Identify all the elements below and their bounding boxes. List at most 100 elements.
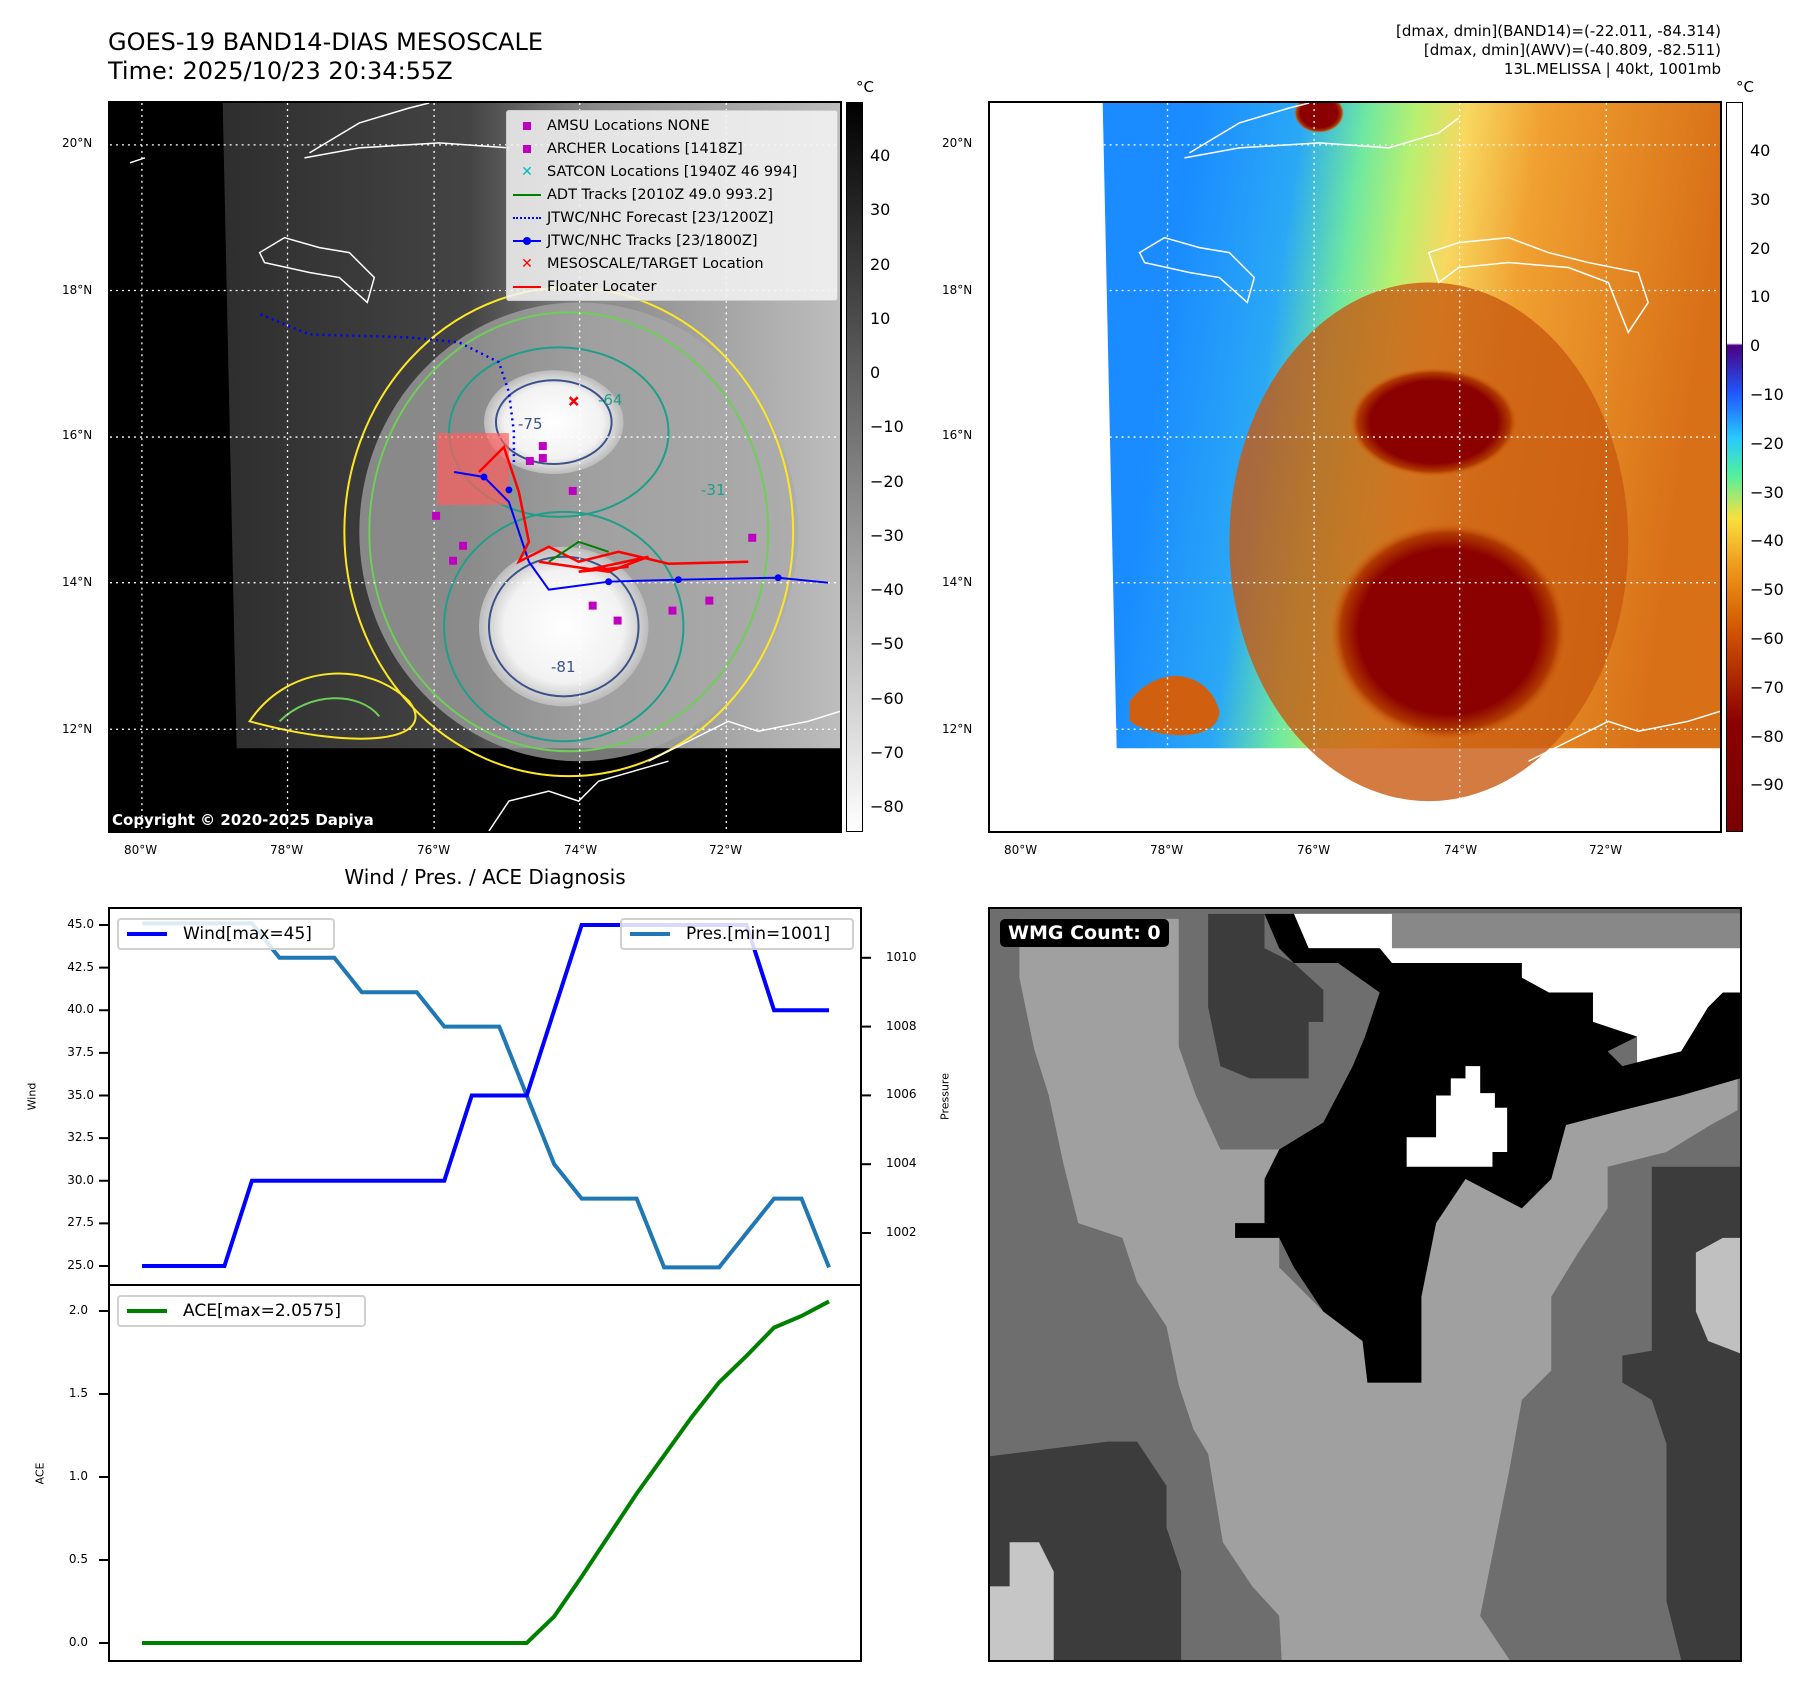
wind-tick-label: 32.5 [67,1130,94,1145]
band14-map: -64 -75 -81 -31 Copyright © 2020-2025 Da… [108,101,842,833]
contour-label: -75 [518,415,543,433]
lon-tick-label: 74°W [564,843,598,857]
legend-symbol-icon: ✕ [521,255,533,272]
legend-label: MESOSCALE/TARGET Location [547,255,764,272]
title-text: GOES-19 BAND14-DIAS MESOSCALE [108,28,544,56]
colorbar-tick-label: 20 [870,254,891,274]
contour-label: -31 [701,481,726,499]
info-storm: 13L.MELISSA | 40kt, 1001mb [1503,60,1721,78]
colorbar-tick-label: −40 [870,580,904,599]
legend-entry: JTWC/NHC Forecast [23/1200Z] [507,206,837,229]
lon-tick-label: 78°W [1150,843,1184,857]
legend-label: JTWC/NHC Tracks [23/1800Z] [547,232,758,249]
ace-legend-swatch [127,1309,167,1313]
colorbar-tick-label: 40 [1750,141,1771,160]
colorbar-tick-label: −70 [1750,677,1784,697]
colorbar-tick-label: 0 [870,363,881,382]
wind-legend: Wind[max=45] [117,918,335,950]
ace-tick-label: 0.5 [68,1552,88,1566]
lat-tick-label: 18°N [942,283,973,297]
lat-tick-label: 12°N [62,722,93,736]
legend-entry: Floater Locater [507,275,837,298]
pressure-tick-label: 1006 [886,1087,917,1102]
pressure-tick-label: 1002 [886,1225,917,1239]
wind-tick-label: 27.5 [67,1215,94,1230]
colorbar-tick-label: −30 [870,525,904,545]
legend-entry: AMSU Locations NONE [507,114,837,137]
lon-tick-label: 80°W [124,843,158,857]
wmg-count-label: WMG Count: 0 [1000,919,1169,947]
awv-colorbar-unit: °C [1736,78,1754,96]
colorbar-tick-label: 0 [1750,336,1761,356]
colorbar-tick-label: −50 [870,634,904,654]
legend-entry: ✕ MESOSCALE/TARGET Location [507,252,837,275]
diagnosis-title: Wind / Pres. / ACE Diagnosis [344,865,626,889]
ace-legend: ACE[max=2.0575] [117,1295,366,1327]
contour-label: -81 [551,658,576,676]
legend-symbol-icon [507,285,547,288]
time-text: Time: 2025/10/23 20:34:55Z [108,57,453,85]
info-band14: [dmax, dmin](BAND14)=(-22.011, -84.314) [1396,22,1721,40]
info-block: [dmax, dmin](BAND14)=(-22.011, -84.314) … [1396,22,1721,79]
awv-map [988,101,1722,833]
wind-tick-label: 30.0 [67,1172,94,1187]
lat-tick-label: 16°N [942,428,973,442]
colorbar-tick-label: 30 [870,200,891,220]
wmg-panel: WMG Count: 0 [988,907,1742,1662]
lat-tick-label: 14°N [62,575,93,589]
lat-tick-label: 14°N [942,575,973,589]
legend-label: AMSU Locations NONE [547,117,710,134]
jtwc-track [453,471,829,591]
wind-tick-label: 45.0 [67,917,94,931]
legend-symbol-icon [507,216,547,219]
wind-tick-label: 25.0 [67,1258,94,1272]
lon-tick-label: 72°W [1589,843,1623,857]
lat-tick-label: 20°N [942,136,973,150]
colorbar-tick-label: −40 [1750,531,1784,551]
legend-entry: ARCHER Locations [1418Z] [507,137,837,160]
lon-tick-label: 74°W [1444,843,1478,857]
copyright: Copyright © 2020-2025 Dapiya [112,811,374,829]
colorbar-tick-label: 20 [1750,238,1771,258]
legend-symbol-icon: ✕ [521,163,533,180]
ace-tick-label: 1.5 [68,1386,88,1400]
legend-symbol-icon [507,121,547,130]
legend-entry: ADT Tracks [2010Z 49.0 993.2] [507,183,837,206]
wind-tick-label: 40.0 [67,1002,94,1017]
figure-title: GOES-19 BAND14-DIAS MESOSCALE Time: 2025… [108,28,543,86]
colorbar-tick-label: −10 [870,417,904,437]
colorbar-tick-label: −60 [870,688,904,708]
archer-points [432,442,757,625]
wmg-image [990,909,1740,1660]
wind-legend-label: Wind[max=45] [183,924,312,944]
wind-ylabel: Wind [25,1082,39,1111]
legend-label: Floater Locater [547,278,657,295]
colorbar-tick-label: −50 [1750,580,1784,600]
colorbar-tick-label: −30 [1750,482,1784,502]
lat-tick-label: 20°N [62,136,93,150]
colorbar-tick-label: 10 [870,308,891,328]
legend-label: ADT Tracks [2010Z 49.0 993.2] [547,186,773,203]
map-legend: AMSU Locations NONE ARCHER Locations [141… [506,110,838,301]
target-marker [568,396,579,407]
legend-entry: ✕ SATCON Locations [1940Z 46 994] [507,160,837,183]
colorbar-tick-label: −80 [870,797,904,816]
legend-label: SATCON Locations [1940Z 46 994] [547,163,798,180]
info-awv: [dmax, dmin](AWV)=(-40.809, -82.511) [1423,41,1721,59]
colorbar-tick-label: −60 [1750,629,1784,648]
pressure-ylabel: Pressure [938,1073,952,1120]
pressure-legend-swatch [630,932,670,936]
ace-legend-label: ACE[max=2.0575] [183,1301,341,1321]
legend-label: ARCHER Locations [1418Z] [547,140,743,157]
pressure-tick-label: 1008 [886,1018,917,1033]
floater-box [437,433,509,505]
lon-tick-label: 80°W [1004,843,1038,857]
band14-colorbar-unit: °C [856,78,874,96]
wind-legend-swatch [127,932,167,936]
lat-tick-label: 12°N [942,722,973,736]
legend-symbol-icon [507,193,547,196]
legend-symbol-icon [507,236,547,245]
forecast-track [260,313,516,463]
colorbar-tick-label: −20 [870,471,904,491]
lon-tick-label: 78°W [270,843,304,857]
